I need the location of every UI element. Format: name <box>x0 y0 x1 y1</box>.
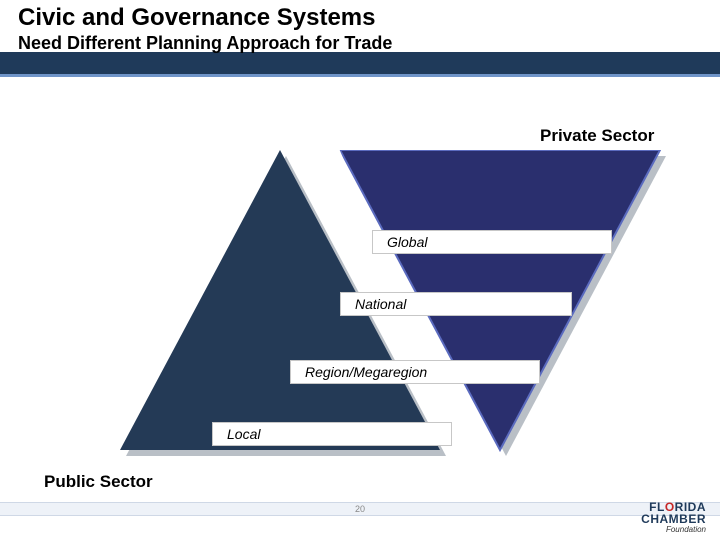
level-national: National <box>340 292 572 316</box>
label-public-sector: Public Sector <box>44 472 153 492</box>
triangle-diagram: Global National Region/Megaregion Local <box>0 150 720 470</box>
level-global: Global <box>372 230 612 254</box>
footer-logo: FLORIDA CHAMBER Foundation <box>641 501 706 534</box>
slide: Civic and Governance Systems Need Differ… <box>0 0 720 540</box>
label-private-sector: Private Sector <box>540 126 654 146</box>
footer-bar: 20 <box>0 502 720 516</box>
level-local: Local <box>212 422 452 446</box>
header-accent-line <box>0 74 720 77</box>
page-number: 20 <box>355 504 365 514</box>
slide-subtitle: Need Different Planning Approach for Tra… <box>18 33 392 54</box>
logo-subtext: Foundation <box>641 526 706 534</box>
slide-title: Civic and Governance Systems <box>18 4 376 32</box>
logo-line-2: CHAMBER <box>641 513 706 525</box>
level-region-megaregion: Region/Megaregion <box>290 360 540 384</box>
